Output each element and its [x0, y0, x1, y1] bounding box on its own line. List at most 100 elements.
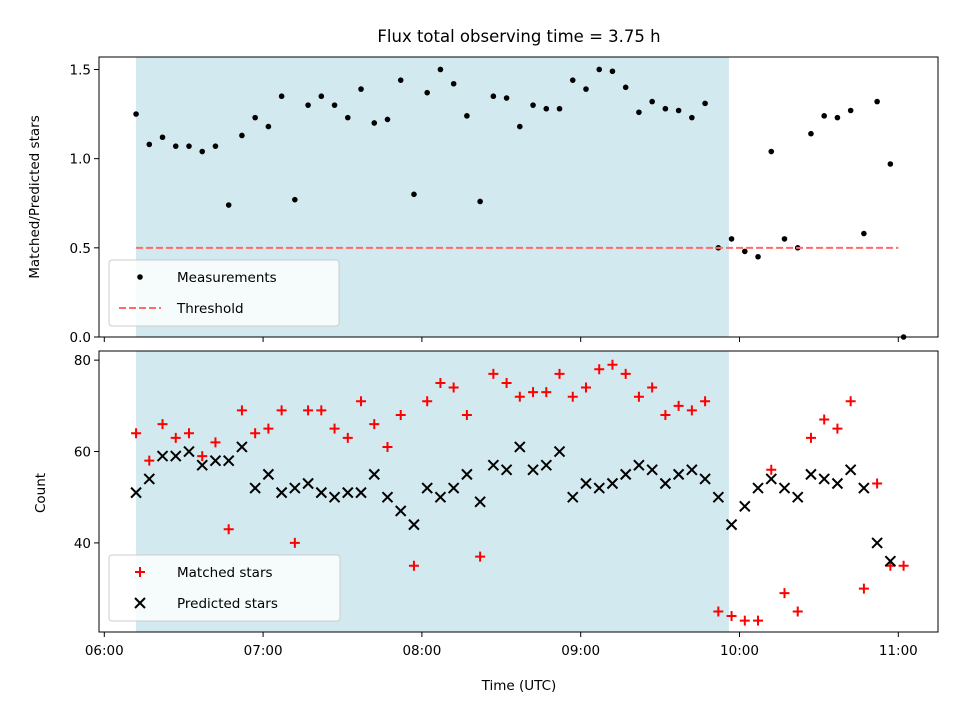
predicted-star-point — [792, 491, 804, 503]
y-tick-label: 1.0 — [70, 152, 91, 168]
matched-star-point — [223, 524, 234, 535]
legend-box — [108, 259, 340, 327]
predicted-star-point — [739, 500, 751, 513]
legend-plus-marker — [135, 567, 145, 577]
measurement-point — [371, 120, 378, 126]
predicted-star-point — [474, 496, 486, 508]
matched-star-point — [289, 537, 300, 548]
predicted-star-point — [699, 473, 711, 485]
y-tick-label: 40 — [74, 536, 91, 552]
matched-star-point — [898, 560, 909, 571]
matched-star-point — [488, 368, 499, 379]
matched-star-point — [832, 423, 843, 434]
axes-frame — [98, 350, 939, 633]
matched-star-point — [686, 405, 697, 416]
measurement-point — [662, 105, 669, 112]
matched-star-point — [554, 368, 565, 379]
predicted-star-point — [580, 477, 592, 490]
measurement-point — [503, 95, 510, 101]
measurement-point — [569, 77, 576, 83]
matched-star-point — [607, 359, 618, 370]
matched-star-point — [713, 606, 724, 617]
predicted-star-point — [805, 468, 817, 481]
predicted-star-point — [844, 464, 857, 476]
matched-star-point — [541, 387, 552, 398]
measurement-point — [437, 66, 444, 73]
predicted-star-point — [302, 477, 314, 490]
predicted-star-point — [500, 464, 513, 476]
matched-star-point — [316, 405, 327, 416]
predicted-star-point — [858, 482, 870, 494]
top-ylabel: Matched/Predicted stars — [27, 115, 43, 278]
measurement-point — [741, 248, 748, 255]
matched-star-point — [501, 377, 512, 388]
measurement-point — [556, 105, 563, 112]
legend-x-marker — [134, 597, 146, 609]
matched-star-point — [342, 432, 353, 443]
predicted-star-point — [328, 491, 341, 503]
predicted-star-point — [818, 473, 830, 485]
matched-star-point — [594, 364, 605, 375]
chart-title: Flux total observing time = 3.75 h — [377, 27, 660, 46]
predicted-star-point — [540, 459, 552, 471]
measurement-point — [212, 143, 219, 149]
predicted-star-point — [619, 468, 632, 481]
x-tick-label: 11:00 — [879, 643, 918, 659]
matched-star-point — [170, 432, 181, 443]
measurement-point — [675, 107, 682, 114]
measurement-point — [596, 66, 603, 73]
measurement-point — [728, 236, 735, 242]
matched-star-point — [250, 428, 261, 439]
matched-star-point — [369, 419, 380, 430]
matched-star-point — [726, 611, 737, 622]
predicted-star-point — [765, 473, 777, 485]
measurement-point — [821, 113, 827, 119]
matched-star-point — [819, 414, 830, 425]
predicted-star-point — [262, 468, 275, 481]
predicted-star-point — [527, 464, 539, 476]
matched-star-point — [435, 377, 446, 388]
measurement-point — [159, 134, 166, 141]
x-tick-label: 09:00 — [561, 643, 600, 659]
matched-star-point — [792, 606, 803, 617]
legend: Measurements Threshold — [108, 259, 340, 327]
matched-star-point — [580, 382, 591, 393]
measurement-point — [199, 148, 206, 155]
measurement-point — [239, 132, 245, 139]
measurement-point — [689, 114, 695, 121]
predicted-star-point — [156, 450, 169, 462]
predicted-star-point — [646, 464, 658, 476]
matched-star-point — [210, 437, 221, 448]
measurement-point — [172, 143, 179, 149]
predicted-star-point — [831, 477, 844, 490]
measurement-point — [186, 143, 192, 149]
predicted-star-point — [196, 459, 208, 471]
matched-star-point — [753, 615, 764, 626]
measurement-point — [225, 202, 232, 208]
measurement-point — [292, 196, 298, 203]
matched-star-point — [528, 387, 539, 398]
legend-box — [108, 554, 341, 622]
predicted-star-point — [368, 468, 380, 481]
predicted-star-point — [183, 445, 195, 458]
predicted-star-point — [752, 482, 764, 494]
predicted-star-point — [395, 505, 407, 517]
predicted-star-point — [289, 482, 301, 494]
measurement-point — [834, 114, 841, 121]
predicted-star-point — [355, 486, 367, 499]
legend-label: Measurements — [177, 270, 277, 286]
predicted-star-point — [408, 518, 420, 531]
measurement-point — [861, 230, 867, 237]
predicted-star-point — [633, 459, 645, 471]
measurement-point — [649, 98, 655, 105]
measurement-point — [252, 114, 258, 121]
predicted-star-point — [209, 454, 222, 467]
legend-label: Threshold — [176, 301, 244, 317]
matched-star-point — [197, 451, 208, 462]
y-tick-label: 1.5 — [70, 62, 91, 78]
matched-star-point — [303, 405, 314, 416]
predicted-star-point — [884, 555, 897, 567]
measurement-point — [755, 253, 761, 260]
predicted-star-point — [514, 441, 526, 453]
